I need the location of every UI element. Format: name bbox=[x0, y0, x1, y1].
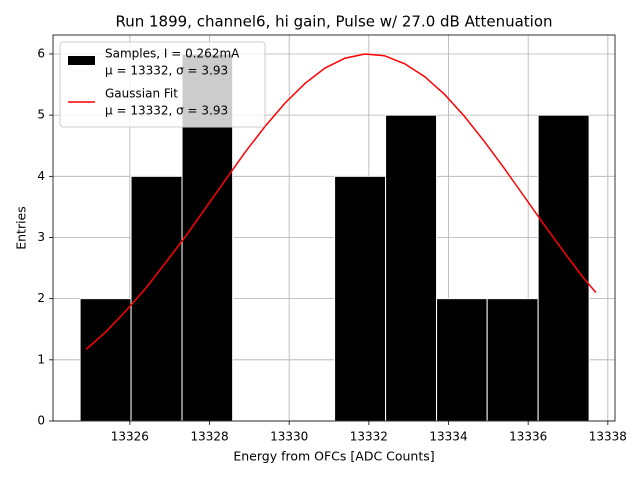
bar bbox=[436, 298, 488, 422]
bar bbox=[537, 114, 590, 422]
x-tick-label: 13326 bbox=[111, 430, 149, 444]
legend-box bbox=[59, 41, 266, 128]
bar bbox=[334, 175, 387, 422]
legend-label: Gaussian Fit bbox=[105, 87, 178, 101]
x-axis-label: Energy from OFCs [ADC Counts] bbox=[233, 449, 434, 464]
x-tick-label: 13338 bbox=[589, 430, 627, 444]
y-tick-label: 4 bbox=[37, 169, 45, 183]
y-tick-label: 2 bbox=[37, 291, 45, 305]
x-tick-label: 13328 bbox=[190, 430, 228, 444]
fit-line bbox=[85, 53, 597, 350]
y-tick-label: 1 bbox=[37, 352, 45, 366]
y-tick-label: 5 bbox=[37, 108, 45, 122]
bar bbox=[486, 298, 539, 422]
bar bbox=[385, 114, 438, 422]
plot-frame bbox=[52, 34, 616, 422]
chart-title: Run 1899, channel6, hi gain, Pulse w/ 27… bbox=[115, 13, 552, 31]
y-tick-label: 6 bbox=[37, 46, 45, 60]
y-axis-label: Entries bbox=[14, 206, 29, 250]
x-tick-label: 13330 bbox=[270, 430, 308, 444]
legend-swatch bbox=[68, 56, 95, 65]
bar bbox=[130, 175, 183, 422]
y-tick-label: 3 bbox=[37, 230, 45, 244]
x-tick-label: 13336 bbox=[509, 430, 547, 444]
legend-label: Samples, I = 0.262mA bbox=[105, 47, 240, 61]
bar bbox=[79, 298, 132, 422]
x-tick-label: 13334 bbox=[429, 430, 467, 444]
x-tick-label: 13332 bbox=[350, 430, 388, 444]
legend-label: μ = 13332, σ = 3.93 bbox=[105, 104, 228, 118]
y-tick-label: 0 bbox=[37, 414, 45, 428]
legend-label: μ = 13332, σ = 3.93 bbox=[105, 64, 228, 78]
